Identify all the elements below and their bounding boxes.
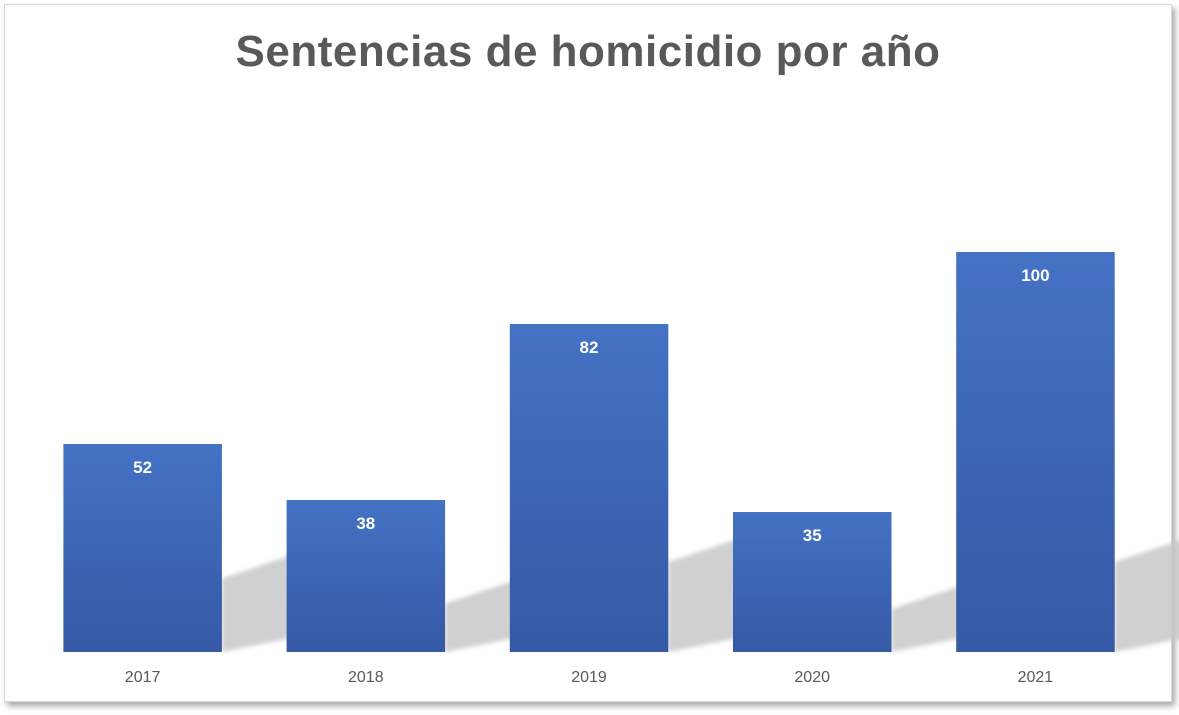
bar-2020 [733, 512, 892, 652]
data-label-2017: 52 [133, 458, 152, 477]
chart-title: Sentencias de homicidio por año [235, 27, 941, 76]
bar-2017 [63, 444, 222, 652]
x-tick-2018: 2018 [348, 669, 384, 686]
bars [63, 252, 1115, 652]
x-axis-tick-labels: 2017 2018 2019 2020 2021 [125, 669, 1053, 686]
x-tick-2019: 2019 [571, 669, 607, 686]
bar-2021 [956, 252, 1115, 652]
data-label-2018: 38 [356, 514, 375, 533]
data-label-2019: 82 [580, 338, 599, 357]
bar-2019 [509, 324, 669, 652]
data-label-2020: 35 [803, 526, 822, 545]
x-tick-2017: 2017 [125, 669, 161, 686]
bar-2018 [286, 500, 446, 652]
x-tick-2021: 2021 [1018, 669, 1054, 686]
data-label-2021: 100 [1021, 266, 1049, 285]
x-tick-2020: 2020 [794, 669, 830, 686]
bar-shadow-2021 [1114, 540, 1179, 652]
data-labels: 52 38 82 35 100 [133, 266, 1049, 545]
